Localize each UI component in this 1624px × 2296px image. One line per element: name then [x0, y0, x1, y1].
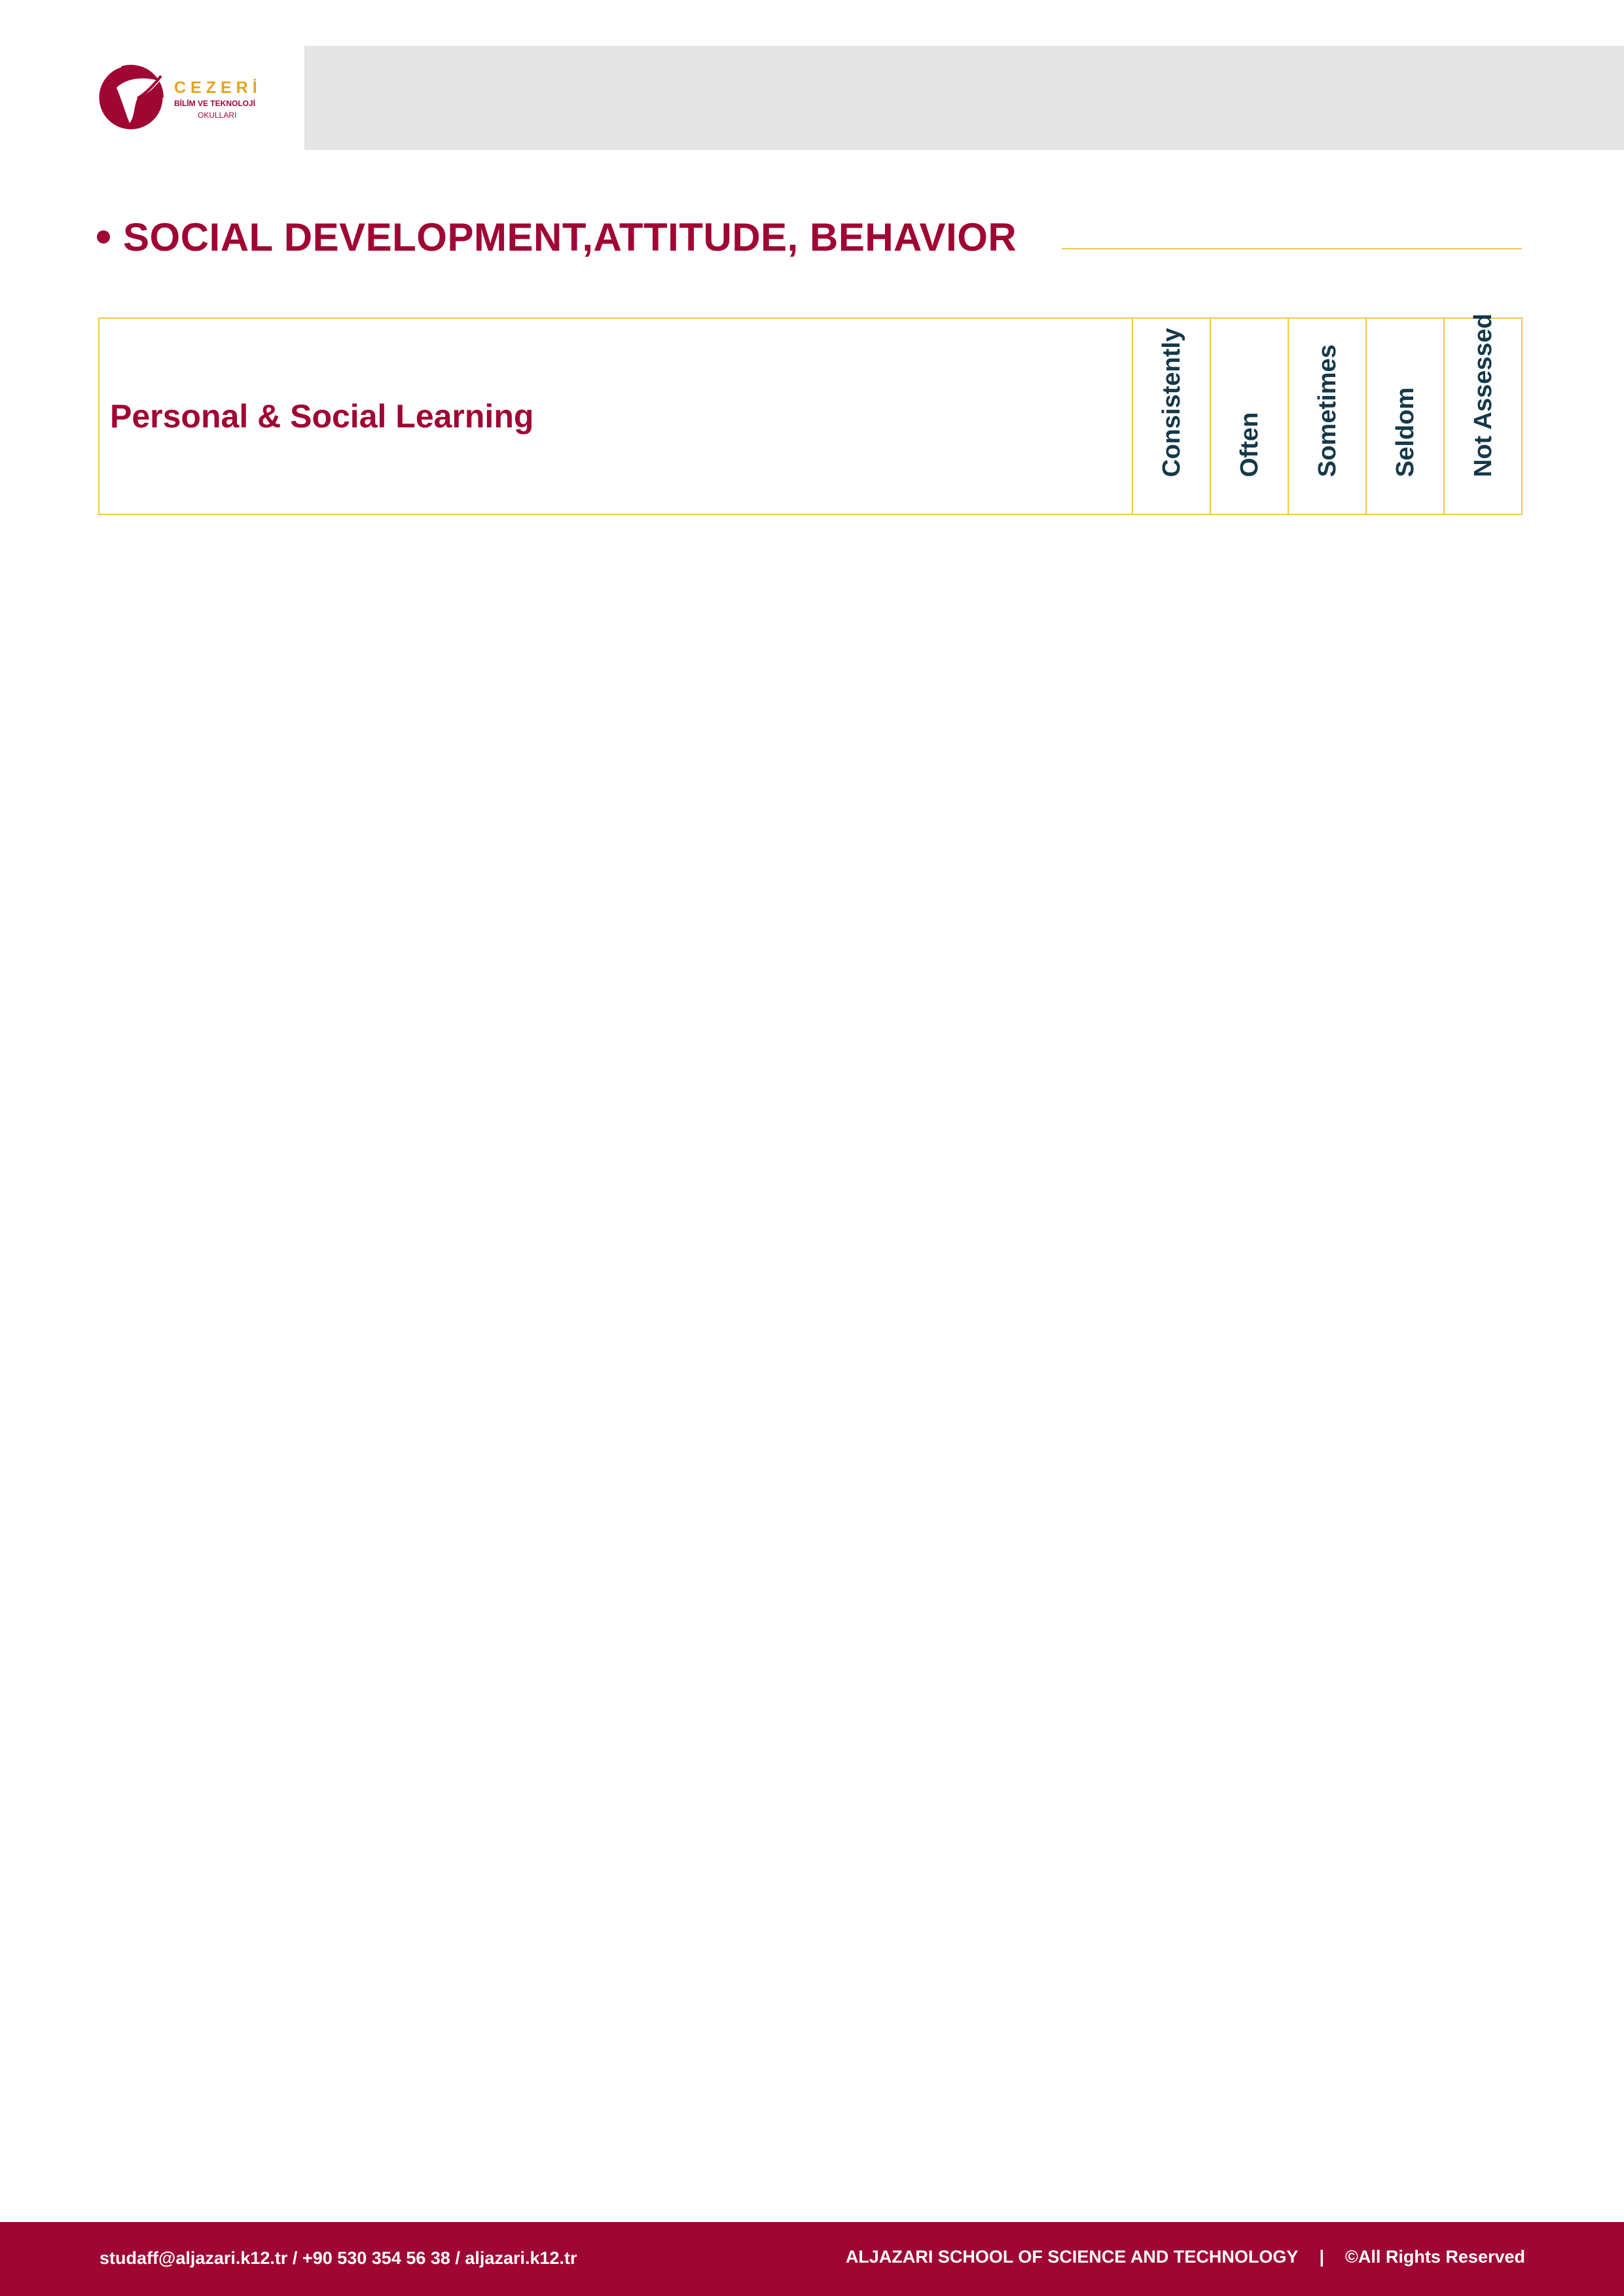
- footer-right: ALJAZARI SCHOOL OF SCIENCE AND TECHNOLOG…: [846, 2247, 1525, 2267]
- logo-brand-text: CEZERİ: [174, 79, 262, 97]
- rating-column-often: Often: [1210, 317, 1289, 515]
- rating-label: Not Assessed: [1469, 314, 1497, 477]
- table-header-row: Personal & Social Learning Consistently …: [98, 314, 1523, 515]
- school-logo: CEZERİ BİLİM VE TEKNOLOJİ OKULLARI: [97, 62, 274, 135]
- rating-column-consistently: Consistently: [1132, 317, 1211, 515]
- rating-column-not-assessed: Not Assessed: [1443, 314, 1523, 515]
- section-title: SOCIAL DEVELOPMENT,ATTITUDE, BEHAVIOR: [123, 215, 1017, 259]
- section-heading: SOCIAL DEVELOPMENT,ATTITUDE, BEHAVIOR: [97, 208, 1017, 266]
- rating-label: Seldom: [1391, 387, 1419, 477]
- footer-school-name: ALJAZARI SCHOOL OF SCIENCE AND TECHNOLOG…: [845, 2247, 1299, 2267]
- footer-separator: |: [1319, 2247, 1325, 2267]
- logo-school-text: OKULLARI: [198, 111, 236, 120]
- page-footer: studaff@aljazari.k12.tr / +90 530 354 56…: [0, 2222, 1624, 2296]
- rating-label: Sometimes: [1313, 344, 1341, 477]
- logo-emblem-icon: [97, 63, 165, 132]
- header-band: [304, 46, 1624, 150]
- category-cell: Personal & Social Learning: [98, 317, 1133, 515]
- heading-divider: [1062, 248, 1522, 249]
- assessment-table: Personal & Social Learning Consistently …: [98, 314, 1523, 515]
- rating-column-seldom: Seldom: [1365, 317, 1445, 515]
- rating-label: Often: [1235, 412, 1263, 477]
- rating-label: Consistently: [1157, 327, 1185, 477]
- bullet-icon: [97, 230, 110, 243]
- category-label: Personal & Social Learning: [110, 398, 534, 435]
- footer-contact: studaff@aljazari.k12.tr / +90 530 354 56…: [99, 2248, 577, 2268]
- footer-rights: ©All Rights Reserved: [1345, 2247, 1525, 2267]
- logo-subtitle-text: BİLİM VE TEKNOLOJİ: [174, 98, 255, 108]
- rating-column-sometimes: Sometimes: [1288, 317, 1367, 515]
